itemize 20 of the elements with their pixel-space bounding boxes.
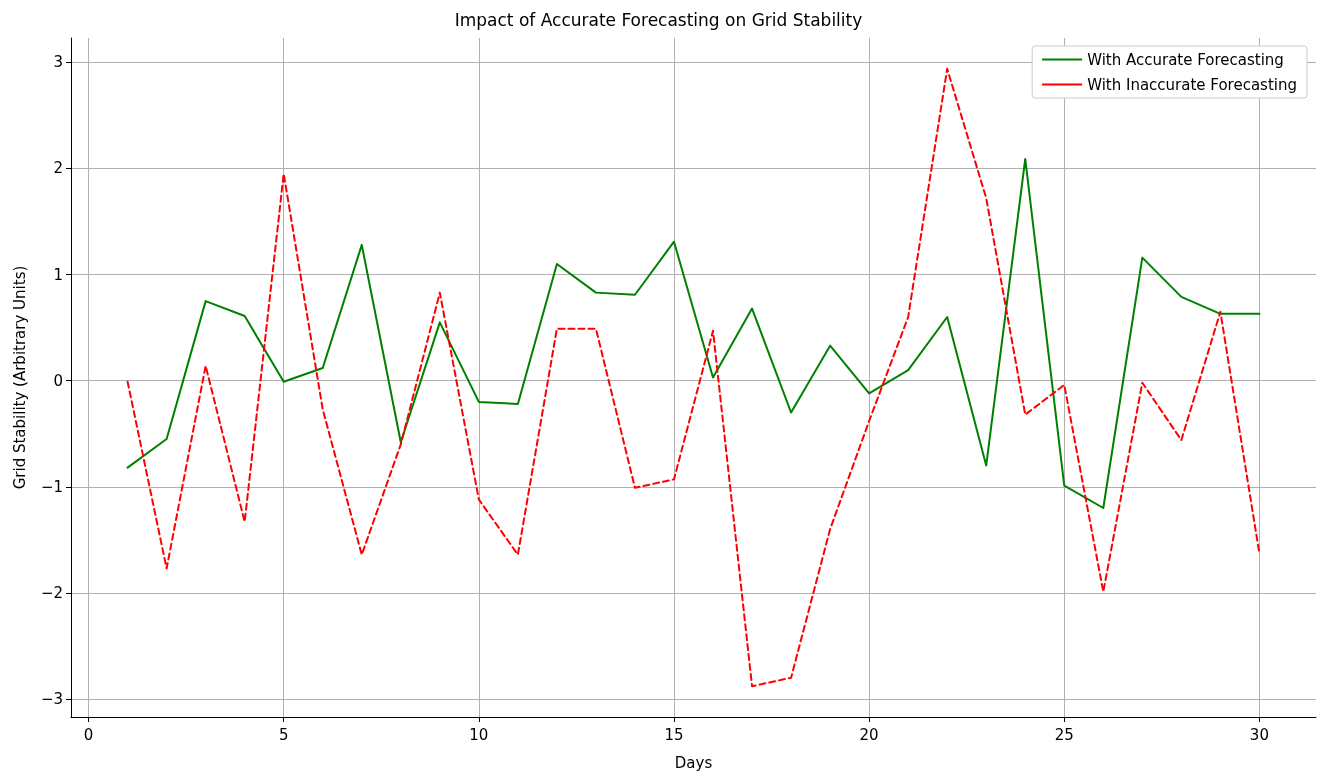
x-tick-label: 20 xyxy=(859,725,879,744)
y-axis-title: Grid Stability (Arbitrary Units) xyxy=(10,265,29,490)
y-tick-label: 0 xyxy=(53,371,63,390)
line-series xyxy=(126,157,1261,509)
y-tick-label: −1 xyxy=(40,477,63,496)
x-tick-label: 0 xyxy=(83,725,94,744)
legend-label: With Inaccurate Forecasting xyxy=(1087,75,1298,94)
y-tick-label: −3 xyxy=(40,689,63,708)
x-tick-label: 25 xyxy=(1054,725,1074,744)
x-tick-label: 5 xyxy=(278,725,289,744)
chart-title: Impact of Accurate Forecasting on Grid Stability xyxy=(454,9,863,30)
x-tick-label: 30 xyxy=(1249,725,1269,744)
y-tick-label: 2 xyxy=(53,159,63,178)
y-tick-label: −2 xyxy=(40,583,63,602)
x-axis-title: Days xyxy=(674,753,713,772)
y-tick-label: 3 xyxy=(53,53,63,72)
y-tick-label: 1 xyxy=(53,265,63,284)
x-tick-label: 10 xyxy=(469,725,489,744)
legend-label: With Accurate Forecasting xyxy=(1087,50,1284,69)
x-tick-label: 15 xyxy=(664,725,684,744)
